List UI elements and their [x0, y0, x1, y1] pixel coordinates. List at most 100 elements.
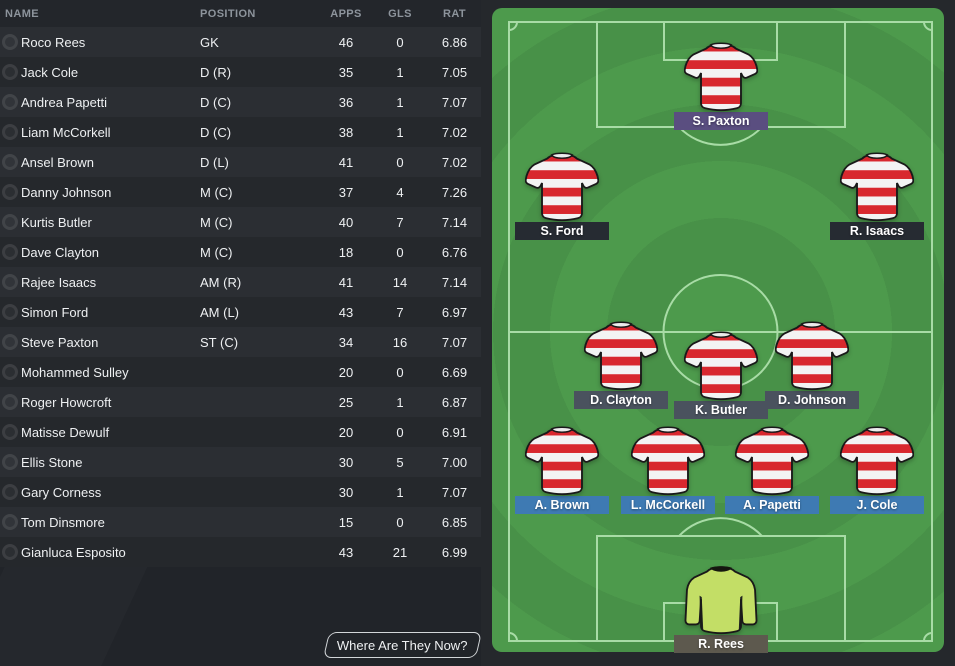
- player-goals: 0: [396, 244, 404, 260]
- player-rating: 7.02: [441, 154, 468, 170]
- player-goals: 0: [396, 34, 404, 50]
- pitch-player[interactable]: A. Papetti: [723, 426, 821, 514]
- pitch-player[interactable]: R. Rees: [672, 565, 770, 653]
- player-name: Rajee Isaacs: [21, 274, 97, 290]
- player-row[interactable]: Roco Rees GK 46 0 6.86: [0, 27, 481, 57]
- player-status-icon: [2, 514, 18, 530]
- squad-table-header: NAME POSITION APPS GLS RAT: [0, 0, 481, 27]
- pitch-player[interactable]: R. Isaacs: [828, 152, 926, 240]
- player-status-icon: [2, 94, 18, 110]
- player-row[interactable]: Tom Dinsmore 15 0 6.85: [0, 507, 481, 537]
- player-row[interactable]: Andrea Papetti D (C) 36 1 7.07: [0, 87, 481, 117]
- player-goals: 1: [396, 394, 404, 410]
- player-row[interactable]: Roger Howcroft 25 1 6.87: [0, 387, 481, 417]
- player-rating: 6.91: [441, 424, 468, 440]
- player-rating: 7.07: [441, 334, 468, 350]
- kit-shirt-icon: [840, 152, 914, 222]
- pitch-player-label: A. Brown: [515, 496, 609, 514]
- player-position: D (R): [200, 64, 232, 80]
- player-apps: 41: [338, 154, 354, 170]
- player-rating: 7.26: [441, 184, 468, 200]
- player-row[interactable]: Danny Johnson M (C) 37 4 7.26: [0, 177, 481, 207]
- player-position: AM (L): [200, 304, 239, 320]
- player-status-icon: [2, 454, 18, 470]
- player-row[interactable]: Kurtis Butler M (C) 40 7 7.14: [0, 207, 481, 237]
- player-position: ST (C): [200, 334, 239, 350]
- player-goals: 7: [396, 214, 404, 230]
- player-row[interactable]: Mohammed Sulley 20 0 6.69: [0, 357, 481, 387]
- player-row[interactable]: Gianluca Esposito 43 21 6.99: [0, 537, 481, 567]
- player-apps: 18: [338, 244, 354, 260]
- player-row[interactable]: Ansel Brown D (L) 41 0 7.02: [0, 147, 481, 177]
- pitch-player[interactable]: S. Paxton: [672, 42, 770, 130]
- player-rating: 6.76: [441, 244, 468, 260]
- player-position: D (C): [200, 94, 232, 110]
- pitch-player[interactable]: L. McCorkell: [619, 426, 717, 514]
- player-name: Tom Dinsmore: [21, 514, 105, 530]
- player-name: Dave Clayton: [21, 244, 100, 260]
- player-position: M (C): [200, 184, 233, 200]
- pitch-player[interactable]: D. Clayton: [572, 321, 670, 409]
- kit-shirt-icon: [735, 426, 809, 496]
- player-apps: 38: [338, 124, 354, 140]
- kit-shirt-icon: [631, 426, 705, 496]
- column-header-rat[interactable]: RAT: [443, 7, 466, 20]
- pitch-player[interactable]: A. Brown: [513, 426, 611, 514]
- player-rating: 6.85: [441, 514, 468, 530]
- player-name: Ansel Brown: [21, 154, 94, 170]
- player-row[interactable]: Dave Clayton M (C) 18 0 6.76: [0, 237, 481, 267]
- player-goals: 0: [396, 364, 404, 380]
- column-header-position[interactable]: POSITION: [200, 7, 256, 20]
- formation-pitch: S. Paxton S. Ford R. Isaacs D. Clayton K…: [492, 8, 944, 653]
- player-row[interactable]: Steve Paxton ST (C) 34 16 7.07: [0, 327, 481, 357]
- kit-shirt-icon: [684, 42, 758, 112]
- kit-shirt-icon: [775, 321, 849, 391]
- player-row[interactable]: Jack Cole D (R) 35 1 7.05: [0, 57, 481, 87]
- player-row[interactable]: Ellis Stone 30 5 7.00: [0, 447, 481, 477]
- player-apps: 43: [338, 304, 354, 320]
- player-row[interactable]: Liam McCorkell D (C) 38 1 7.02: [0, 117, 481, 147]
- pitch-player[interactable]: S. Ford: [513, 152, 611, 240]
- pitch-player-label: S. Ford: [515, 222, 609, 240]
- player-goals: 1: [396, 484, 404, 500]
- player-rating: 6.99: [441, 544, 468, 560]
- player-status-icon: [2, 184, 18, 200]
- pitch-player[interactable]: D. Johnson: [763, 321, 861, 409]
- player-status-icon: [2, 394, 18, 410]
- pitch-player[interactable]: J. Cole: [828, 426, 926, 514]
- player-row[interactable]: Matisse Dewulf 20 0 6.91: [0, 417, 481, 447]
- player-goals: 1: [396, 124, 404, 140]
- where-are-they-now-button[interactable]: Where Are They Now?: [322, 632, 483, 658]
- player-apps: 15: [338, 514, 354, 530]
- player-goals: 5: [396, 454, 404, 470]
- player-row[interactable]: Rajee Isaacs AM (R) 41 14 7.14: [0, 267, 481, 297]
- player-apps: 20: [338, 424, 354, 440]
- player-status-icon: [2, 544, 18, 560]
- pitch-player-label: L. McCorkell: [621, 496, 715, 514]
- player-apps: 25: [338, 394, 354, 410]
- column-header-gls[interactable]: GLS: [388, 7, 412, 20]
- player-status-icon: [2, 64, 18, 80]
- player-name: Danny Johnson: [21, 184, 112, 200]
- column-header-apps[interactable]: APPS: [330, 7, 362, 20]
- player-name: Mohammed Sulley: [21, 364, 129, 380]
- player-row[interactable]: Gary Corness 30 1 7.07: [0, 477, 481, 507]
- player-rating: 6.97: [441, 304, 468, 320]
- column-header-name[interactable]: NAME: [5, 7, 39, 20]
- player-goals: 0: [396, 424, 404, 440]
- pitch-player[interactable]: K. Butler: [672, 331, 770, 419]
- player-status-icon: [2, 154, 18, 170]
- player-apps: 43: [338, 544, 354, 560]
- player-goals: 1: [396, 64, 404, 80]
- player-status-icon: [2, 364, 18, 380]
- player-status-icon: [2, 124, 18, 140]
- player-row[interactable]: Simon Ford AM (L) 43 7 6.97: [0, 297, 481, 327]
- player-position: M (C): [200, 214, 233, 230]
- player-position: M (C): [200, 244, 233, 260]
- player-apps: 35: [338, 64, 354, 80]
- squad-panel: NAME POSITION APPS GLS RAT Roco Rees GK …: [0, 0, 483, 666]
- player-name: Gianluca Esposito: [21, 544, 126, 560]
- player-apps: 20: [338, 364, 354, 380]
- player-rating: 7.14: [441, 214, 468, 230]
